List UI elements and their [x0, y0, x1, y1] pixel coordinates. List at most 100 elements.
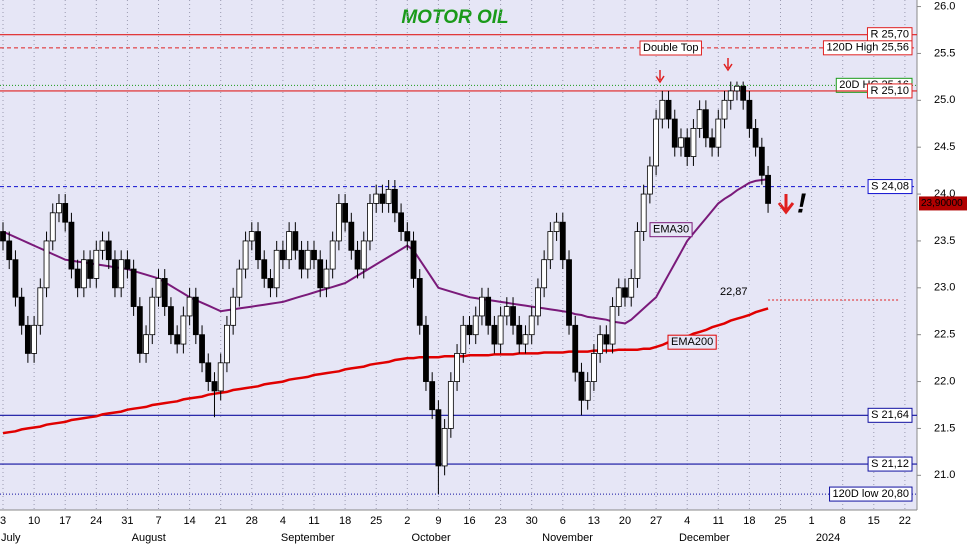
candle-body	[236, 268, 243, 298]
candle-body	[367, 203, 373, 242]
candle-body	[702, 109, 709, 139]
x-tick-label: 20	[619, 515, 631, 527]
x-tick-label: 10	[28, 515, 40, 527]
candle-body	[373, 193, 380, 204]
candle-body	[516, 324, 523, 345]
candle-body	[24, 324, 31, 354]
level-label: 22,87	[720, 286, 748, 298]
candle-body	[230, 296, 237, 326]
label-box	[867, 456, 913, 472]
y-tick-label: 24.5	[934, 141, 955, 153]
x-tick-label: 18	[743, 515, 755, 527]
candle-body	[149, 296, 156, 336]
candle-body	[690, 128, 697, 157]
candle-body	[727, 90, 734, 101]
candle-body	[447, 381, 454, 429]
candle-body	[224, 324, 230, 364]
candle-body	[354, 249, 361, 270]
level-label: S 24,08	[871, 180, 909, 192]
candle-body	[248, 231, 255, 242]
candle-body	[118, 259, 125, 289]
candle-body	[74, 268, 81, 289]
label-box	[667, 334, 717, 350]
candle-body	[279, 249, 286, 261]
label-box	[867, 407, 913, 423]
candle-body	[696, 109, 703, 129]
candle-body	[603, 334, 610, 345]
y-tick-label: 25.5	[934, 47, 955, 59]
candle-body	[684, 137, 691, 157]
x-tick-label: 11	[713, 515, 724, 527]
x-tick-label: 17	[59, 515, 71, 527]
candle-body	[43, 240, 50, 289]
candle-body	[541, 259, 548, 289]
price-label: 23,90000	[921, 198, 963, 209]
y-tick-label: 21.0	[934, 469, 955, 481]
candle-body	[342, 203, 349, 223]
candle-body	[87, 259, 93, 279]
month-label: October	[412, 532, 451, 544]
candle-body	[205, 362, 212, 382]
candle-body	[242, 240, 249, 270]
candle-body	[659, 99, 666, 120]
candle-body	[80, 259, 87, 289]
candle-body	[671, 118, 678, 148]
annotation: !	[797, 187, 806, 218]
month-label: November	[542, 532, 593, 544]
x-tick-label: 24	[90, 515, 102, 527]
candle-body	[615, 287, 622, 307]
candle-body	[454, 353, 460, 382]
candle-body	[740, 85, 747, 101]
candle-body	[0, 231, 6, 242]
candle-body	[304, 249, 311, 270]
candle-body	[597, 334, 604, 354]
label-box	[649, 222, 693, 238]
y-tick-label: 22.5	[934, 329, 955, 341]
y-tick-label: 22.0	[934, 375, 955, 387]
candle-body	[112, 259, 118, 289]
candle-body	[734, 85, 740, 92]
x-tick-label: 7	[155, 515, 161, 527]
candle-body	[273, 249, 280, 289]
candle-body	[379, 193, 386, 204]
candle-body	[286, 231, 293, 261]
candle-body	[584, 381, 591, 401]
candle-body	[136, 306, 143, 354]
candle-body	[12, 259, 19, 298]
candle-body	[360, 240, 367, 270]
candle-body	[37, 287, 44, 326]
x-tick-label: 30	[526, 515, 538, 527]
x-tick-label: 31	[121, 515, 133, 527]
label-box	[829, 486, 913, 502]
y-tick-label: 26.0	[934, 0, 955, 12]
candle-body	[56, 203, 62, 214]
x-tick-label: 6	[560, 515, 566, 527]
candle-body	[665, 99, 672, 120]
level-label: EMA30	[653, 224, 689, 236]
x-tick-label: 15	[868, 515, 880, 527]
candle-body	[6, 240, 13, 261]
label-box	[822, 40, 913, 56]
x-tick-label: 27	[650, 515, 662, 527]
candle-body	[311, 249, 317, 261]
level-label: S 21,64	[871, 409, 909, 421]
x-tick-label: 11	[308, 515, 319, 527]
level-label: Double Top	[643, 42, 698, 54]
candle-body	[385, 188, 392, 204]
candle-body	[168, 306, 174, 336]
candle-body	[192, 296, 199, 336]
x-tick-label: 3	[0, 515, 6, 527]
candle-body	[404, 231, 411, 242]
candle-body	[161, 278, 168, 307]
candle-body	[578, 371, 585, 401]
arrow	[777, 194, 795, 215]
x-tick-label: 14	[183, 515, 195, 527]
plot-area	[0, 0, 917, 510]
candle-body	[255, 231, 261, 261]
candle-body	[410, 240, 417, 279]
x-tick-label: 28	[246, 515, 258, 527]
candle-body	[491, 324, 498, 345]
candle-body	[423, 324, 429, 382]
candle-body	[640, 193, 647, 232]
